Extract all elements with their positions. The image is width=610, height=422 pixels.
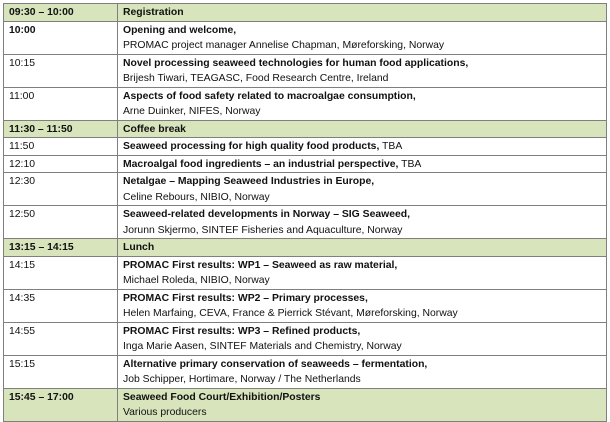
agenda-item: Seaweed Food Court/Exhibition/Posters Va… bbox=[117, 387, 607, 422]
agenda-speaker: PROMAC project manager Annelise Chapman,… bbox=[123, 40, 445, 51]
agenda-row: 12:30 Netalgae – Mapping Seaweed Industr… bbox=[3, 172, 607, 206]
agenda-item: Novel processing seaweed technologies fo… bbox=[117, 53, 607, 88]
agenda-item: Seaweed-related developments in Norway –… bbox=[117, 205, 607, 239]
agenda-item: Coffee break bbox=[117, 119, 607, 138]
agenda-item: Registration bbox=[117, 3, 607, 22]
agenda-title: Seaweed-related developments in Norway –… bbox=[123, 209, 411, 220]
agenda-time: 10:15 bbox=[3, 53, 118, 88]
agenda-title: Novel processing seaweed technologies fo… bbox=[123, 57, 469, 69]
agenda-item: Macroalgal food ingredients – an industr… bbox=[117, 154, 607, 173]
agenda-row-food-court: 15:45 – 17:00 Seaweed Food Court/Exhibit… bbox=[3, 387, 607, 422]
agenda-item: Netalgae – Mapping Seaweed Industries in… bbox=[117, 172, 607, 206]
agenda-item: Opening and welcome, PROMAC project mana… bbox=[117, 20, 607, 55]
agenda-time: 14:35 bbox=[3, 288, 118, 323]
agenda-row-coffee-break: 11:30 – 11:50 Coffee break bbox=[3, 119, 607, 138]
agenda-title: Netalgae – Mapping Seaweed Industries in… bbox=[123, 176, 375, 187]
agenda-time: 14:55 bbox=[3, 321, 118, 356]
agenda-speaker: Various producers bbox=[123, 407, 207, 418]
agenda-speaker: Jorunn Skjermo, SINTEF Fisheries and Aqu… bbox=[123, 224, 403, 236]
agenda-row-lunch: 13:15 – 14:15 Lunch bbox=[3, 238, 607, 257]
agenda-speaker: Michael Roleda, NIBIO, Norway bbox=[123, 275, 270, 286]
agenda-speaker: Job Schipper, Hortimare, Norway / The Ne… bbox=[123, 374, 361, 385]
agenda-time: 10:00 bbox=[3, 20, 118, 55]
agenda-title: Macroalgal food ingredients – an industr… bbox=[123, 157, 600, 172]
agenda-time: 09:30 – 10:00 bbox=[3, 3, 118, 22]
agenda-time: 13:15 – 14:15 bbox=[3, 238, 118, 257]
agenda-title: PROMAC First results: WP1 – Seaweed as r… bbox=[123, 259, 398, 271]
agenda-item: PROMAC First results: WP2 – Primary proc… bbox=[117, 288, 607, 323]
agenda-time: 15:15 bbox=[3, 354, 118, 389]
agenda-speaker: TBA bbox=[398, 158, 422, 170]
agenda-speaker: Helen Marfaing, CEVA, France & Pierrick … bbox=[123, 308, 458, 319]
agenda-row: 10:00 Opening and welcome, PROMAC projec… bbox=[3, 20, 607, 55]
agenda-title-text: Macroalgal food ingredients – an industr… bbox=[123, 158, 399, 170]
agenda-speaker: TBA bbox=[379, 141, 403, 152]
agenda-title: PROMAC First results: WP3 – Refined prod… bbox=[123, 325, 361, 337]
agenda-row: 14:55 PROMAC First results: WP3 – Refine… bbox=[3, 321, 607, 356]
agenda-time: 12:50 bbox=[3, 205, 118, 239]
agenda-speaker: Arne Duinker, NIFES, Norway bbox=[123, 106, 261, 117]
agenda-title: Lunch bbox=[123, 242, 155, 253]
agenda-row: 12:50 Seaweed-related developments in No… bbox=[3, 205, 607, 239]
agenda-title: Registration bbox=[123, 7, 184, 18]
agenda-time: 12:10 bbox=[3, 154, 118, 173]
agenda-item: Alternative primary conservation of seaw… bbox=[117, 354, 607, 389]
agenda-title: Alternative primary conservation of seaw… bbox=[123, 358, 428, 370]
agenda-speaker: Inga Marie Aasen, SINTEF Materials and C… bbox=[123, 341, 402, 352]
agenda-row: 15:15 Alternative primary conservation o… bbox=[3, 354, 607, 389]
agenda-title: Coffee break bbox=[123, 123, 186, 135]
agenda-title: PROMAC First results: WP2 – Primary proc… bbox=[123, 292, 368, 304]
agenda-time: 11:00 bbox=[3, 86, 118, 121]
agenda-item: PROMAC First results: WP3 – Refined prod… bbox=[117, 321, 607, 356]
agenda-row: 12:10 Macroalgal food ingredients – an i… bbox=[3, 154, 607, 173]
agenda-row: 10:15 Novel processing seaweed technolog… bbox=[3, 53, 607, 88]
agenda-row-registration: 09:30 – 10:00 Registration bbox=[3, 3, 607, 22]
agenda-row: 11:50 Seaweed processing for high qualit… bbox=[3, 137, 607, 156]
agenda-item: PROMAC First results: WP1 – Seaweed as r… bbox=[117, 255, 607, 290]
agenda-title: Seaweed processing for high quality food… bbox=[123, 139, 600, 154]
agenda-title: Aspects of food safety related to macroa… bbox=[123, 90, 416, 102]
agenda-table: 09:30 – 10:00 Registration 10:00 Opening… bbox=[3, 3, 607, 422]
agenda-time: 12:30 bbox=[3, 172, 118, 206]
agenda-time: 11:30 – 11:50 bbox=[3, 119, 118, 138]
agenda-item: Lunch bbox=[117, 238, 607, 257]
agenda-time: 11:50 bbox=[3, 137, 118, 156]
agenda-title: Seaweed Food Court/Exhibition/Posters bbox=[123, 391, 321, 403]
agenda-row: 14:15 PROMAC First results: WP1 – Seawee… bbox=[3, 255, 607, 290]
agenda-time: 15:45 – 17:00 bbox=[3, 387, 118, 422]
agenda-speaker: Brijesh Tiwari, TEAGASC, Food Research C… bbox=[123, 73, 389, 84]
agenda-item: Aspects of food safety related to macroa… bbox=[117, 86, 607, 121]
agenda-title: Opening and welcome, bbox=[123, 24, 237, 36]
agenda-speaker: Celine Rebours, NIBIO, Norway bbox=[123, 191, 270, 203]
agenda-title-text: Seaweed processing for high quality food… bbox=[123, 141, 380, 152]
agenda-row: 14:35 PROMAC First results: WP2 – Primar… bbox=[3, 288, 607, 323]
agenda-row: 11:00 Aspects of food safety related to … bbox=[3, 86, 607, 121]
agenda-time: 14:15 bbox=[3, 255, 118, 290]
agenda-item: Seaweed processing for high quality food… bbox=[117, 137, 607, 156]
